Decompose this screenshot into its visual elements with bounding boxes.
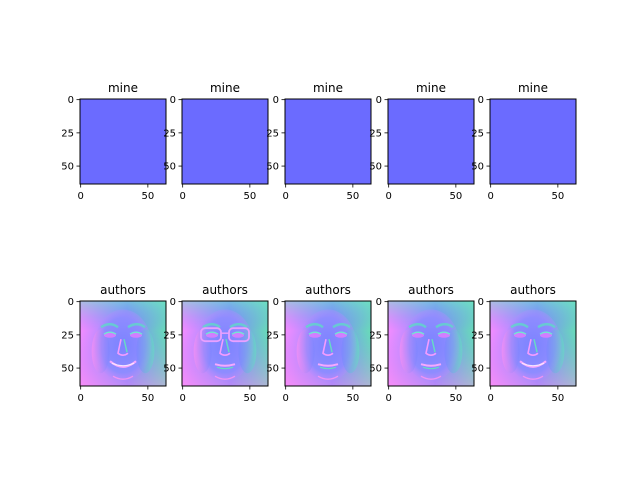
x-tick-label: 50 xyxy=(551,393,564,404)
x-tick-label: 0 xyxy=(282,191,288,202)
y-tick-label: 0 xyxy=(68,95,74,106)
axes-frame xyxy=(79,300,167,387)
y-tick-label: 50 xyxy=(369,162,382,173)
panel-authors-4: authors 0 50 0 25 50 xyxy=(369,283,475,404)
y-tick-label: 0 xyxy=(478,297,484,308)
x-tick-label: 50 xyxy=(346,191,359,202)
panel-authors-5: authors 0 50 0 25 50 xyxy=(471,283,577,404)
y-tick-label: 25 xyxy=(471,128,484,139)
x-tick-label: 0 xyxy=(179,191,185,202)
axes-frame xyxy=(181,300,269,387)
image-flat-blue xyxy=(388,99,474,184)
x-tick-label: 0 xyxy=(487,393,493,404)
y-tick-label: 25 xyxy=(369,128,382,139)
x-tick-label: 0 xyxy=(77,393,83,404)
panel-title: mine xyxy=(210,81,240,95)
panel-mine-3: mine 0 50 0 25 50 xyxy=(266,81,372,202)
y-tick-label: 50 xyxy=(471,364,484,375)
x-tick-label: 50 xyxy=(551,191,564,202)
x-tick-label: 50 xyxy=(243,191,256,202)
panel-authors-2: authors 0 50 0 25 50 xyxy=(163,283,269,404)
image-face-normal-map xyxy=(80,301,166,386)
panel-title: authors xyxy=(100,283,146,297)
x-tick-label: 50 xyxy=(449,393,462,404)
y-tick-label: 25 xyxy=(369,330,382,341)
axes-frame xyxy=(387,300,475,387)
y-tick-label: 25 xyxy=(471,330,484,341)
axes-frame xyxy=(284,300,372,387)
y-tick-label: 25 xyxy=(163,330,176,341)
panel-title: mine xyxy=(108,81,138,95)
panel-mine-2: mine 0 50 0 25 50 xyxy=(163,81,269,202)
panel-title: authors xyxy=(510,283,556,297)
x-tick-label: 50 xyxy=(243,393,256,404)
panel-authors-3: authors 0 50 0 25 50 xyxy=(266,283,372,404)
y-tick-label: 50 xyxy=(266,364,279,375)
x-tick-label: 50 xyxy=(141,191,154,202)
image-face-normal-map xyxy=(182,301,268,386)
axes-frame xyxy=(79,98,167,185)
image-flat-blue xyxy=(80,99,166,184)
axes-frame xyxy=(489,98,577,185)
panel-title: mine xyxy=(518,81,548,95)
panel-title: authors xyxy=(305,283,351,297)
panel-title: authors xyxy=(408,283,454,297)
y-tick-label: 50 xyxy=(61,364,74,375)
y-tick-label: 50 xyxy=(163,364,176,375)
image-face-normal-map xyxy=(388,301,474,386)
y-tick-label: 25 xyxy=(266,128,279,139)
y-tick-label: 0 xyxy=(478,95,484,106)
x-tick-label: 50 xyxy=(141,393,154,404)
axes-frame xyxy=(489,300,577,387)
axes-frame xyxy=(181,98,269,185)
y-tick-label: 0 xyxy=(170,95,176,106)
y-tick-label: 50 xyxy=(369,364,382,375)
y-tick-label: 50 xyxy=(266,162,279,173)
y-tick-label: 25 xyxy=(163,128,176,139)
y-tick-label: 0 xyxy=(170,297,176,308)
image-face-normal-map xyxy=(285,301,371,386)
image-face-normal-map xyxy=(490,301,576,386)
x-tick-label: 0 xyxy=(385,393,391,404)
y-tick-label: 0 xyxy=(376,297,382,308)
y-tick-label: 50 xyxy=(61,162,74,173)
y-tick-label: 25 xyxy=(266,330,279,341)
y-tick-label: 0 xyxy=(273,297,279,308)
y-tick-label: 0 xyxy=(68,297,74,308)
x-tick-label: 0 xyxy=(487,191,493,202)
x-tick-label: 50 xyxy=(346,393,359,404)
x-tick-label: 0 xyxy=(179,393,185,404)
x-tick-label: 50 xyxy=(449,191,462,202)
y-tick-label: 0 xyxy=(376,95,382,106)
y-tick-label: 25 xyxy=(61,128,74,139)
x-tick-label: 0 xyxy=(77,191,83,202)
axes-frame xyxy=(284,98,372,185)
image-flat-blue xyxy=(285,99,371,184)
y-tick-label: 50 xyxy=(163,162,176,173)
panel-title: mine xyxy=(416,81,446,95)
panel-mine-4: mine 0 50 0 25 50 xyxy=(369,81,475,202)
axes-frame xyxy=(387,98,475,185)
x-tick-label: 0 xyxy=(385,191,391,202)
y-tick-label: 25 xyxy=(61,330,74,341)
image-flat-blue xyxy=(490,99,576,184)
y-tick-label: 0 xyxy=(273,95,279,106)
panel-title: authors xyxy=(202,283,248,297)
panel-authors-1: authors 0 50 0 25 50 xyxy=(61,283,167,404)
image-flat-blue xyxy=(182,99,268,184)
x-tick-label: 0 xyxy=(282,393,288,404)
panel-mine-1: mine 0 50 0 25 50 xyxy=(61,81,167,202)
panel-title: mine xyxy=(313,81,343,95)
y-tick-label: 50 xyxy=(471,162,484,173)
panel-mine-5: mine 0 50 0 25 50 xyxy=(471,81,577,202)
